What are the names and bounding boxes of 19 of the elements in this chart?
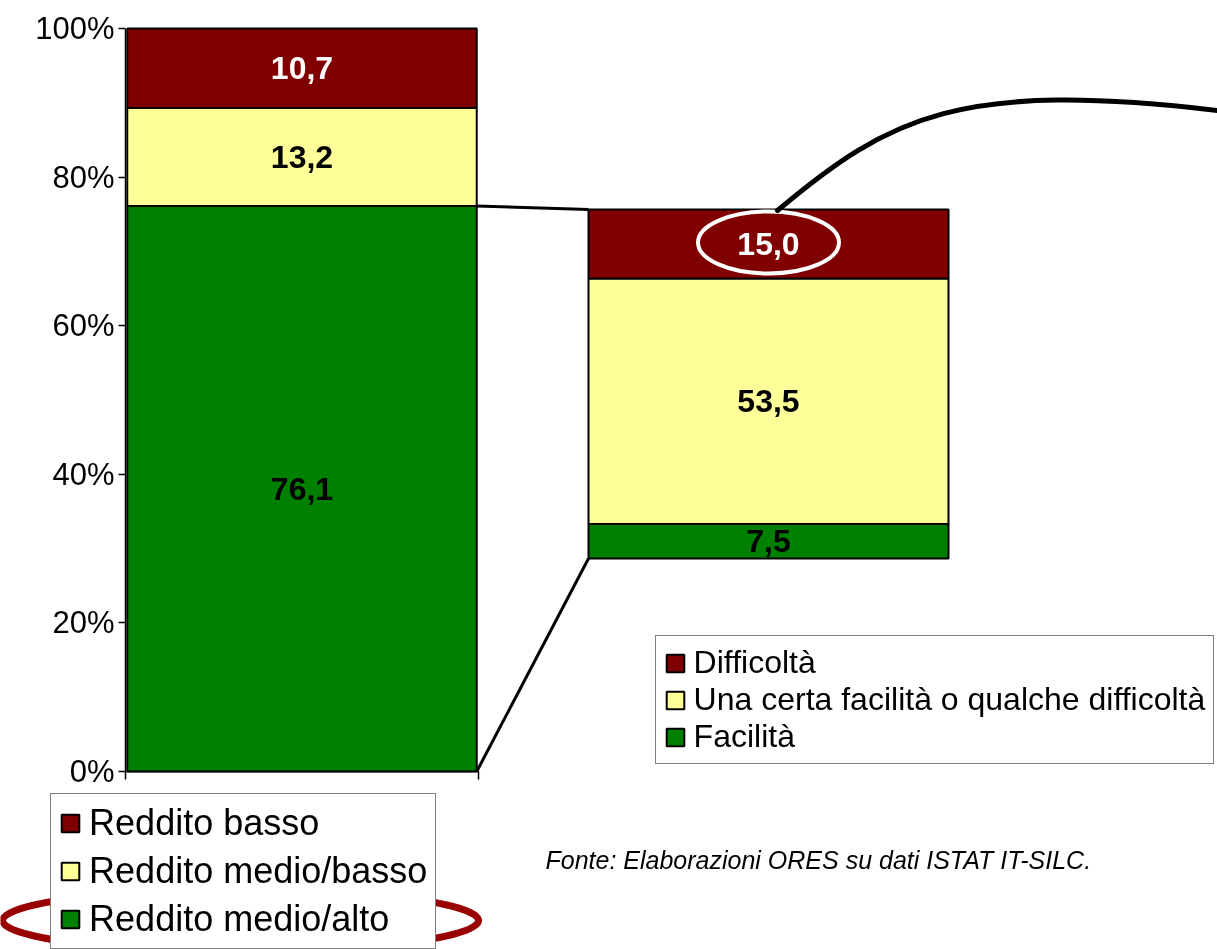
data-label: 13,2 — [270, 139, 334, 176]
data-label: 15,0 — [737, 225, 800, 262]
data-label: 10,7 — [270, 50, 334, 87]
data-label: 76,1 — [270, 470, 334, 507]
y-tick-label: 100% — [35, 11, 115, 46]
legend-label: Reddito basso — [89, 802, 320, 844]
y-tick-label: 20% — [52, 605, 115, 641]
y-tick-label: 40% — [52, 456, 115, 492]
legend-label: Difficoltà — [693, 644, 816, 681]
y-tick-label: 60% — [52, 308, 115, 344]
y-tick-label: 80% — [52, 159, 115, 195]
legend-label: Reddito medio/alto — [89, 898, 390, 940]
legend-label: Reddito medio/basso — [89, 850, 428, 892]
data-label: 7,5 — [746, 523, 791, 560]
y-tick-label: 0% — [69, 754, 115, 789]
source-note: Fonte: Elaborazioni ORES su dati ISTAT IT-SILC. — [545, 845, 1092, 874]
legend-label: Una certa facilità o qualche difficoltà — [693, 681, 1206, 718]
legend-label: Facilità — [693, 718, 795, 755]
data-label: 53,5 — [737, 383, 800, 420]
